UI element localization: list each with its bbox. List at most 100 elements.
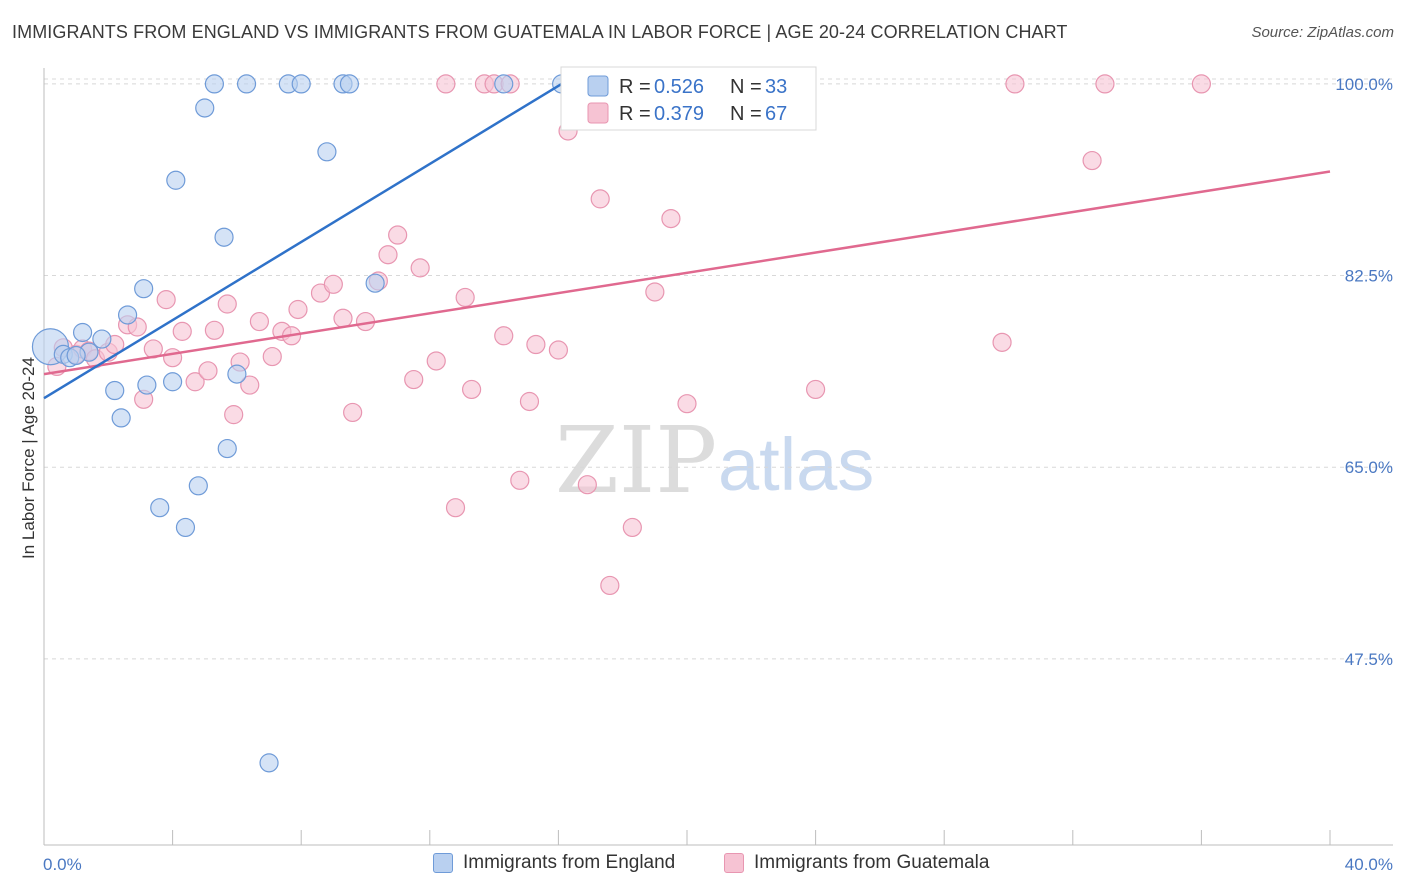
guatemala-point: [198, 361, 218, 381]
england-point: [214, 227, 234, 247]
england-point: [72, 322, 93, 343]
guatemala-point: [404, 369, 424, 390]
england-point: [236, 74, 257, 94]
legend-guatemala-n-label: N =: [730, 103, 762, 125]
england-point: [227, 364, 247, 384]
england-point: [175, 517, 196, 538]
y-tick-label: 47.5%: [1345, 650, 1393, 669]
y-tick-labels: 47.5% 65.0% 82.5% 100.0%: [1335, 75, 1393, 669]
x-tick-label-min: 0.0%: [43, 855, 82, 874]
england-point: [494, 74, 514, 94]
x-tick-label-max: 40.0%: [1345, 855, 1393, 874]
series-guatemala-points: [47, 74, 1212, 596]
england-point: [163, 372, 183, 392]
guatemala-point: [224, 405, 244, 425]
guatemala-point: [204, 320, 224, 340]
guatemala-point: [1082, 150, 1102, 171]
guatemala-point: [445, 498, 466, 518]
guatemala-point: [677, 394, 697, 414]
trend-lines: [43, 82, 1331, 400]
guatemala-trend-line: [43, 170, 1331, 376]
england-point: [188, 476, 208, 496]
guatemala-point: [600, 575, 620, 596]
legend-england-n-label: N =: [730, 76, 762, 98]
england-point: [204, 74, 224, 94]
legend-swatch-england: [587, 75, 609, 97]
legend-item-guatemala: Immigrants from Guatemala: [724, 852, 989, 874]
guatemala-point: [510, 470, 530, 490]
legend-swatch-guatemala: [587, 102, 609, 124]
england-point: [66, 345, 86, 366]
guatemala-point: [426, 351, 446, 371]
guatemala-point: [590, 189, 610, 209]
england-point: [137, 375, 157, 395]
guatemala-point: [333, 308, 353, 328]
guatemala-point: [622, 517, 642, 538]
guatemala-point: [992, 332, 1012, 352]
guatemala-point: [436, 74, 456, 94]
guatemala-point: [805, 379, 826, 400]
y-tick-label: 65.0%: [1345, 458, 1393, 477]
england-point: [92, 329, 112, 349]
y-tick-label: 82.5%: [1345, 267, 1393, 286]
legend-guatemala-label: Immigrants from Guatemala: [754, 852, 990, 873]
axes: [43, 68, 1393, 846]
guatemala-point: [172, 321, 192, 341]
guatemala-point: [240, 375, 260, 395]
england-point: [317, 142, 337, 162]
england-point: [150, 498, 170, 518]
england-point: [365, 273, 385, 293]
guatemala-point: [378, 245, 398, 265]
guatemala-point: [1005, 74, 1025, 94]
watermark-zip: ZIP: [555, 407, 717, 514]
watermark: ZIP atlas: [555, 407, 874, 514]
guatemala-point: [343, 402, 363, 423]
guatemala-point: [1095, 74, 1115, 94]
guatemala-point: [661, 209, 681, 229]
guatemala-point: [526, 334, 546, 355]
guatemala-point: [577, 475, 597, 495]
guatemala-point: [185, 372, 205, 392]
source-credit: Source: ZipAtlas.com: [1251, 24, 1394, 41]
guatemala-point: [388, 225, 408, 245]
series-england-points: [31, 74, 700, 773]
legend-guatemala-n-value: 67: [765, 103, 787, 125]
guatemala-point: [548, 340, 569, 360]
legend-item-england: Immigrants from England: [433, 852, 675, 874]
england-point: [291, 74, 311, 94]
england-point: [259, 753, 279, 773]
legend-england-r-label: R =: [619, 76, 651, 98]
england-swatch: [433, 853, 453, 873]
correlation-legend: R = 0.526 N = 33 R = 0.379 N = 67: [560, 66, 817, 131]
guatemala-point: [163, 348, 183, 368]
guatemala-point: [249, 311, 270, 332]
england-point: [217, 438, 237, 459]
guatemala-point: [494, 326, 514, 346]
watermark-atlas: atlas: [718, 423, 874, 506]
guatemala-point: [455, 287, 475, 308]
england-point: [111, 408, 131, 428]
guatemala-point: [156, 290, 176, 310]
guatemala-point: [519, 391, 540, 412]
legend-guatemala-r-label: R =: [619, 103, 651, 125]
england-point: [195, 98, 215, 118]
legend-england-n-value: 33: [765, 76, 787, 98]
series-legend: Immigrants from England Immigrants from …: [0, 852, 1406, 878]
england-point: [117, 305, 138, 325]
chart-title: IMMIGRANTS FROM ENGLAND VS IMMIGRANTS FR…: [12, 22, 1068, 42]
guatemala-point: [217, 294, 237, 314]
legend-england-label: Immigrants from England: [463, 852, 676, 873]
guatemala-point: [262, 346, 282, 367]
england-point: [105, 380, 125, 401]
england-point: [339, 74, 360, 94]
guatemala-point: [1191, 74, 1212, 94]
guatemala-point: [645, 282, 665, 302]
y-axis-title: In Labor Force | Age 20-24: [19, 357, 38, 559]
y-tick-label: 100.0%: [1335, 75, 1393, 94]
england-point: [166, 170, 186, 190]
guatemala-swatch: [724, 853, 744, 873]
guatemala-point: [410, 258, 430, 278]
guatemala-point: [288, 299, 308, 320]
guatemala-point: [323, 274, 343, 294]
